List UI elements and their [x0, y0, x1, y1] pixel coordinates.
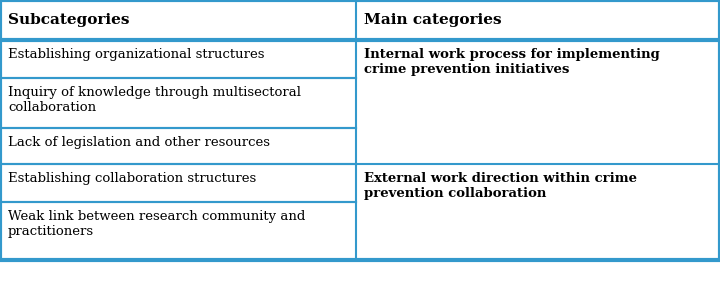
- Text: Establishing collaboration structures: Establishing collaboration structures: [8, 172, 256, 185]
- Text: Weak link between research community and
practitioners: Weak link between research community and…: [8, 210, 305, 238]
- Text: Establishing organizational structures: Establishing organizational structures: [8, 48, 264, 61]
- Text: Subcategories: Subcategories: [8, 13, 130, 27]
- Text: Inquiry of knowledge through multisectoral
collaboration: Inquiry of knowledge through multisector…: [8, 86, 301, 114]
- Text: Internal work process for implementing
crime prevention initiatives: Internal work process for implementing c…: [364, 48, 660, 76]
- Text: Main categories: Main categories: [364, 13, 502, 27]
- Text: Lack of legislation and other resources: Lack of legislation and other resources: [8, 136, 270, 149]
- Text: External work direction within crime
prevention collaboration: External work direction within crime pre…: [364, 172, 637, 200]
